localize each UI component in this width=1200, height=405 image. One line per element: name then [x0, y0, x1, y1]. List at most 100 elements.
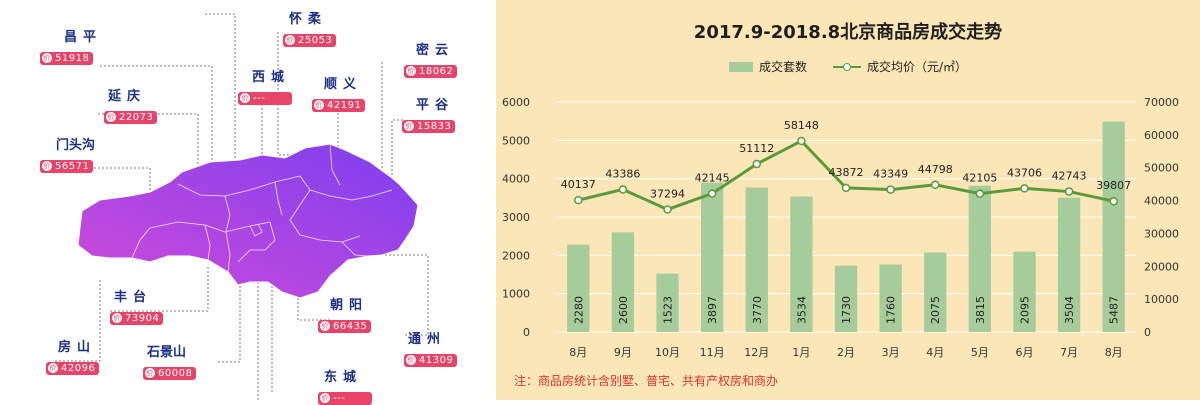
bar	[745, 187, 768, 332]
bar	[968, 185, 991, 332]
district-fengtai: 丰台 价 73904	[110, 286, 164, 325]
price-point	[797, 136, 806, 146]
bar-swatch-icon	[728, 61, 753, 72]
bar	[1013, 251, 1036, 332]
price-badge-icon: 价	[48, 363, 58, 373]
y-left-tick-label: 4000	[502, 173, 530, 186]
bar-data-label: 2095	[1018, 296, 1031, 324]
bar-data-label: 3534	[795, 296, 808, 324]
price-data-label: 40137	[561, 178, 596, 191]
y-left-tick-label: 2000	[502, 249, 530, 262]
x-tick-label: 9月	[614, 346, 632, 359]
district-value: 价 51918	[40, 51, 94, 65]
price-data-label: 43349	[873, 168, 908, 181]
district-value: 价 22073	[104, 110, 158, 124]
x-tick-label: 8月	[1105, 346, 1123, 359]
price-data-label: 44798	[918, 163, 953, 176]
y-right-tick-label: 60000	[1144, 129, 1179, 142]
district-name: 平谷	[416, 98, 455, 113]
price-point	[841, 183, 851, 193]
chart-plot: 0100020003000400050006000010000200003000…	[502, 96, 1179, 359]
bar	[611, 232, 635, 332]
price-badge-icon: 价	[406, 355, 416, 365]
district-pinggu: 平谷 价 15833	[402, 94, 456, 133]
district-value: 价 56571	[40, 159, 94, 173]
district-huairou: 怀柔 价 25053	[283, 8, 337, 47]
district-value: 价 ---	[238, 91, 292, 105]
price-point	[618, 185, 628, 194]
x-tick-label: 11月	[700, 346, 725, 359]
bar	[790, 196, 813, 332]
district-name: 昌平	[64, 30, 103, 45]
x-tick-label: 6月	[1015, 346, 1033, 359]
legend-label: 成交均价（元/㎡）	[866, 60, 968, 74]
bar	[567, 244, 590, 332]
district-value: 价 ---	[318, 391, 372, 405]
bar-data-label: 3815	[974, 296, 987, 324]
y-right-tick-label: 10000	[1144, 293, 1179, 306]
y-left-tick-label: 0	[523, 326, 530, 339]
price-point	[707, 189, 717, 198]
district-name: 朝阳	[330, 298, 369, 313]
district-name: 顺义	[324, 77, 363, 92]
bar-data-label: 3897	[706, 296, 719, 324]
line-swatch-icon	[832, 62, 861, 72]
district-changping: 昌平 价 51918	[40, 26, 102, 65]
district-tongzhou: 通州 价 41309	[404, 328, 458, 367]
y-right-tick-label: 30000	[1144, 227, 1179, 240]
price-badge-icon: 价	[112, 313, 122, 323]
legend-item-line: 成交均价（元/㎡）	[832, 58, 968, 75]
bar-data-label: 1760	[885, 296, 898, 324]
bar	[1057, 197, 1081, 332]
y-left-tick-label: 3000	[502, 211, 530, 224]
district-name: 丰台	[114, 290, 153, 305]
price-point	[886, 185, 895, 194]
price-badge-icon: 价	[285, 35, 295, 45]
price-data-label: 43386	[605, 167, 640, 180]
x-tick-label: 3月	[882, 346, 900, 359]
bar	[656, 273, 679, 332]
legend-label: 成交套数	[758, 60, 807, 74]
price-data-label: 43706	[1007, 166, 1042, 179]
district-yanqing: 延庆 价 22073	[104, 85, 158, 124]
price-point	[975, 189, 985, 198]
price-point	[574, 195, 583, 205]
price-badge-icon: 价	[145, 368, 155, 378]
district-value: 价 73904	[110, 311, 164, 325]
beijing-outline	[77, 143, 419, 299]
price-point	[1064, 187, 1074, 196]
district-name: 门头沟	[56, 138, 96, 153]
bar-data-label: 2280	[572, 296, 585, 324]
price-data-label: 43872	[829, 166, 864, 179]
bar-data-label: 3770	[751, 296, 764, 324]
district-shijingshan: 石景山 价 60008	[143, 341, 197, 380]
y-right-tick-label: 70000	[1144, 96, 1179, 109]
district-name: 东城	[324, 370, 363, 385]
price-badge-icon: 价	[404, 121, 414, 131]
district-name: 延庆	[108, 89, 147, 104]
legend-item-bar: 成交套数	[728, 58, 807, 75]
price-data-label: 42105	[962, 172, 997, 185]
bar-data-label: 2600	[617, 296, 630, 324]
district-borders	[131, 143, 393, 273]
bar	[701, 182, 724, 332]
district-value: 价 42191	[312, 98, 366, 112]
district-name: 房山	[58, 340, 97, 355]
chart-title: 2017.9-2018.8北京商品房成交走势	[693, 22, 1003, 43]
district-value: 价 42096	[46, 361, 100, 375]
district-name: 密云	[416, 43, 455, 58]
district-value: 价 15833	[402, 119, 456, 133]
district-xicheng: 西城 价 ---	[238, 66, 292, 105]
bar-data-label: 1523	[662, 296, 675, 324]
price-badge-icon: 价	[42, 53, 52, 63]
y-left-tick-label: 6000	[502, 96, 530, 109]
district-value: 价 41309	[404, 353, 458, 367]
bar-data-label: 5487	[1108, 296, 1121, 324]
district-value: 价 18062	[404, 64, 458, 78]
price-data-label: 42743	[1052, 170, 1087, 183]
district-name: 石景山	[147, 345, 187, 360]
x-tick-label: 12月	[744, 346, 769, 359]
y-right-tick-label: 20000	[1144, 260, 1179, 273]
price-point	[752, 159, 762, 169]
chart-legend: 成交套数 成交均价（元/㎡）	[496, 58, 1200, 75]
